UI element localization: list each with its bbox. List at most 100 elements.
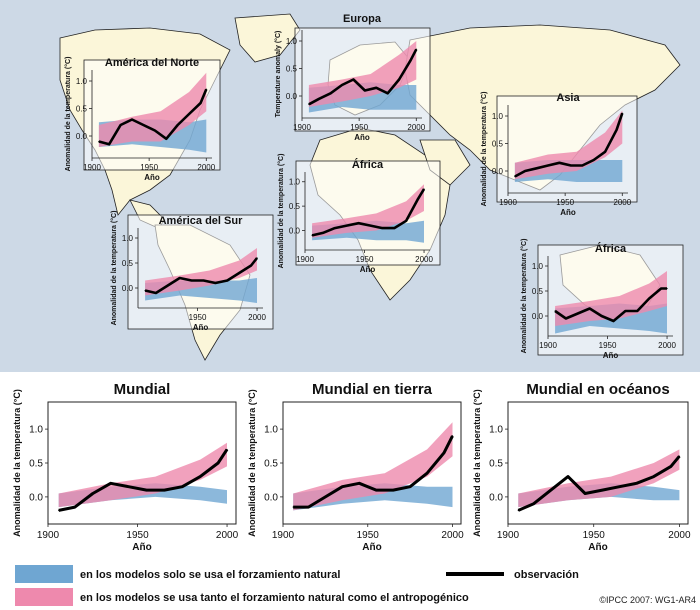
chart-global-ocean: 0.0 0.5 1.0 1900 1950 2000 Año Anomalidad de la… (472, 381, 691, 553)
observation-point (199, 475, 201, 478)
x-tick-label: 1950 (189, 313, 207, 322)
x-tick-label: 1950 (357, 530, 380, 541)
legend-observation-label: observación (514, 569, 579, 581)
x-tick-label: 1900 (37, 530, 60, 541)
observation-point (145, 489, 148, 491)
observation-point (678, 455, 681, 457)
x-tick-label: 1950 (599, 341, 617, 350)
y-tick-label: 0.5 (289, 202, 301, 211)
observation-point (364, 89, 366, 92)
observation-point (660, 287, 662, 290)
observation-point (177, 124, 179, 126)
y-tick-label: 0.0 (29, 492, 43, 503)
observation-point (341, 84, 343, 86)
observation-point (131, 118, 133, 121)
observation-point (369, 225, 372, 227)
x-tick-label: 2000 (613, 198, 631, 207)
x-tick-label: 2000 (407, 123, 425, 132)
observation-point (308, 103, 310, 105)
observation-point (558, 162, 561, 164)
observation-point (238, 272, 240, 274)
y-tick-label: 0.5 (29, 459, 43, 470)
observation-point (167, 284, 169, 287)
x-tick-label: 2000 (441, 530, 464, 541)
y-tick-label: 1.0 (264, 425, 278, 436)
observation-point (550, 489, 552, 491)
observation-point (535, 167, 538, 169)
x-tick-label: 2000 (415, 255, 433, 264)
x-tick-label: 1900 (499, 198, 517, 207)
chart-global: 0.0 0.5 1.0 1900 1950 2000 Año Anomalidad de la… (12, 381, 239, 553)
y-axis-label: Anomalidad de la temperatura (°C) (247, 389, 257, 537)
observation-point (670, 465, 672, 467)
observation-point (514, 175, 516, 178)
x-tick-label: 1900 (83, 163, 101, 172)
chart-global-land: 0.0 0.5 1.0 1900 1950 2000 Año Anomalidad de la… (247, 381, 464, 553)
observation-point (163, 489, 165, 491)
observation-point (517, 509, 519, 512)
land-greenland (234, 13, 301, 63)
chart-title: Mundial en océanos (526, 381, 669, 398)
y-tick-label: 1.0 (122, 234, 134, 243)
chart-title: América del Norte (105, 57, 199, 69)
observation-point (74, 506, 76, 508)
legend-natural-swatch (15, 565, 73, 583)
observation-point (292, 506, 294, 508)
x-tick-label: 1900 (272, 530, 295, 541)
x-axis-label: Año (560, 208, 576, 217)
observation-point (217, 462, 219, 464)
observation-point (624, 310, 626, 312)
observation-point (581, 164, 583, 167)
observation-point (653, 475, 655, 478)
y-tick-label: 1.0 (489, 425, 503, 436)
y-axis-label: Anomalidad de la temperatura (°C) (480, 92, 488, 207)
observation-point (524, 170, 526, 172)
observation-point (618, 486, 621, 488)
y-tick-label: 0.0 (76, 132, 88, 141)
observation-point (533, 503, 535, 505)
observation-point (636, 310, 638, 312)
x-tick-label: 1950 (356, 255, 374, 264)
observation-point (341, 486, 343, 488)
chart-north-america: 0.0 0.5 1.0 1900 1950 2000 Año Anomalidad de la… (64, 57, 221, 182)
y-tick-label: 0.0 (286, 92, 298, 101)
anthropogenic-forcing-band (514, 110, 623, 180)
y-tick-label: 0.5 (76, 104, 88, 113)
observation-point (329, 92, 332, 94)
observation-point (604, 151, 606, 153)
observation-point (226, 279, 228, 282)
observation-point (409, 486, 411, 488)
observation-point (357, 222, 360, 224)
y-tick-label: 0.0 (289, 226, 301, 235)
chart-europe: 0.0 0.5 1.0 1900 1950 2000 Año Temperature anom… (274, 13, 431, 142)
chart-title: Europa (343, 13, 382, 25)
observation-point (375, 87, 377, 89)
y-axis-label: Temperature anomaly (°C) (274, 31, 282, 118)
charts-layer: 0.0 0.5 1.0 1900 1950 2000 Año Anomalidad de la… (12, 13, 691, 553)
y-tick-label: 1.0 (76, 77, 88, 86)
observation-point (144, 289, 146, 292)
observation-point (190, 279, 193, 282)
observation-point (451, 435, 454, 437)
observation-point (547, 164, 549, 167)
observation-point (165, 138, 167, 140)
chart-south-america: 0.0 0.5 1.0 1950 2000 Año Anomalidad de la tem… (110, 211, 274, 332)
x-tick-label: 1950 (126, 530, 149, 541)
y-tick-label: 0.0 (489, 492, 503, 503)
chart-title: Mundial en tierra (312, 381, 433, 398)
observation-point (358, 482, 360, 484)
y-axis-label: Anomalidad de la temperatura (°C) (110, 211, 118, 326)
observation-point (352, 78, 355, 81)
y-axis-label: Anomalidad de la temperatura (°C) (12, 389, 22, 537)
y-tick-label: 1.0 (492, 112, 504, 121)
observation-point (443, 452, 445, 454)
observation-point (589, 307, 591, 310)
observation-point (119, 124, 122, 126)
observation-point (635, 482, 638, 484)
observation-point (648, 297, 650, 300)
observation-point (179, 277, 181, 279)
y-axis-label: Anomalidad de la temperatura (°C) (472, 389, 482, 537)
y-axis-label: Anomalidad de la temperatura (°C) (64, 57, 72, 172)
observation-point (110, 482, 112, 484)
anthropogenic-forcing-band (518, 449, 680, 508)
